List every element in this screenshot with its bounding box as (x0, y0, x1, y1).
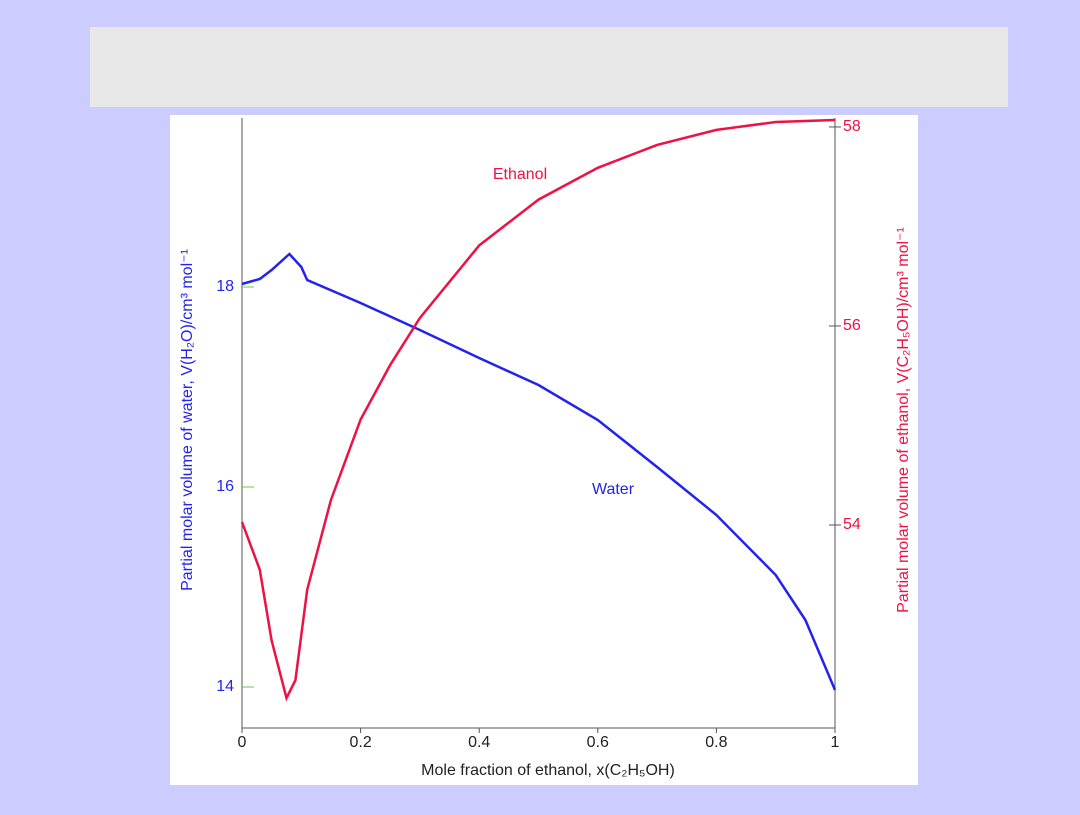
y-axis-label: Partial molar volume of water, V(H₂O)/cm… (179, 249, 196, 591)
x-tick-label: 0 (238, 734, 247, 751)
series-label: Water (592, 481, 635, 498)
y2-tick-label: 54 (843, 516, 861, 533)
y-tick-label: 14 (216, 678, 234, 695)
x-axis-label: Mole fraction of ethanol, x(C₂H₅OH) (421, 762, 675, 779)
y2-tick-label: 58 (843, 118, 861, 135)
chart-area (170, 115, 918, 785)
y2-axis-label: Partial molar volume of ethanol, V(C₂H₅O… (895, 227, 912, 613)
x-tick-label: 0.4 (468, 734, 490, 751)
y-tick-label: 16 (216, 478, 234, 495)
x-tick-label: 0.2 (349, 734, 371, 751)
series-label: Ethanol (493, 166, 547, 183)
y2-tick-label: 56 (843, 317, 861, 334)
x-tick-label: 0.6 (587, 734, 609, 751)
title-bar (90, 27, 1008, 107)
x-tick-label: 0.8 (705, 734, 727, 751)
line-series (240, 118, 836, 702)
line-series (241, 252, 837, 691)
y-tick-label: 18 (216, 278, 234, 295)
x-tick-label: 1 (831, 734, 840, 751)
